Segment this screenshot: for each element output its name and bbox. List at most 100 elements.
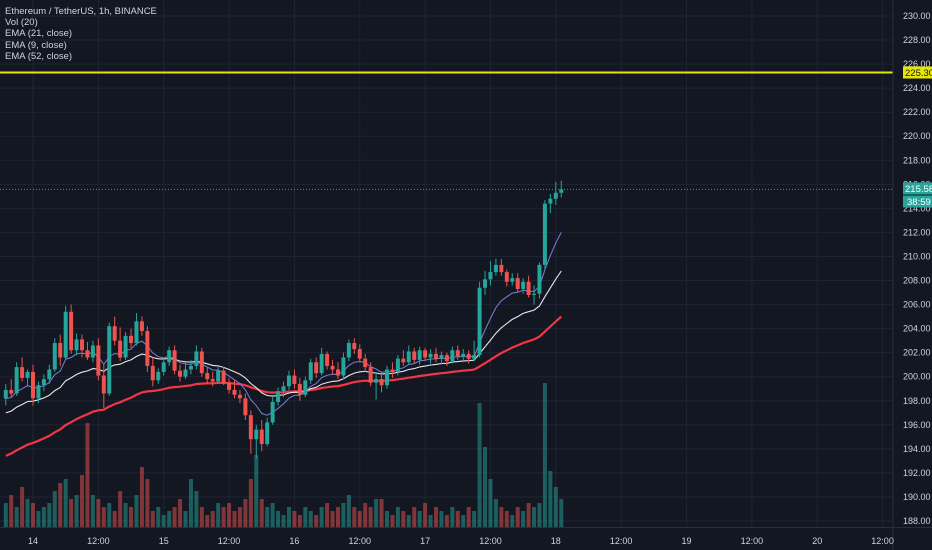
candle-body[interactable] xyxy=(346,343,351,358)
candle-body[interactable] xyxy=(406,351,411,363)
candle-body[interactable] xyxy=(112,326,117,341)
symbol-title[interactable]: Ethereum / TetherUS, 1h, BINANCE xyxy=(5,6,157,17)
candle-body[interactable] xyxy=(227,382,232,390)
candle-body[interactable] xyxy=(428,353,433,358)
candle-body[interactable] xyxy=(167,350,172,363)
candle-body[interactable] xyxy=(47,369,52,380)
candle-body[interactable] xyxy=(36,385,41,399)
candle-body[interactable] xyxy=(553,192,558,199)
candle-body[interactable] xyxy=(205,373,210,380)
candle-body[interactable] xyxy=(254,429,259,440)
candle-body[interactable] xyxy=(521,281,526,289)
candle-body[interactable] xyxy=(303,380,308,395)
candle-body[interactable] xyxy=(357,349,362,359)
candle-body[interactable] xyxy=(477,287,482,356)
candle-body[interactable] xyxy=(63,311,68,358)
candle-body[interactable] xyxy=(532,293,537,295)
candle-body[interactable] xyxy=(183,369,188,377)
candle-body[interactable] xyxy=(472,355,477,359)
candle-body[interactable] xyxy=(20,367,25,378)
candle-body[interactable] xyxy=(325,353,330,366)
candle-body[interactable] xyxy=(129,335,134,344)
candle-body[interactable] xyxy=(134,321,139,344)
candle-body[interactable] xyxy=(559,189,564,193)
candle-body[interactable] xyxy=(286,375,291,387)
candle-body[interactable] xyxy=(444,355,449,362)
candle-body[interactable] xyxy=(199,351,204,374)
candle-body[interactable] xyxy=(52,343,57,370)
candlesticks[interactable] xyxy=(3,180,564,459)
candle-body[interactable] xyxy=(270,401,275,423)
candle-body[interactable] xyxy=(292,375,297,384)
candle-body[interactable] xyxy=(96,345,101,376)
candle-body[interactable] xyxy=(178,370,183,377)
candle-body[interactable] xyxy=(237,394,242,399)
candle-body[interactable] xyxy=(194,351,199,366)
candle-body[interactable] xyxy=(150,365,155,381)
candle-body[interactable] xyxy=(488,272,493,280)
time-axis[interactable]: 14 12:00 15 12:00 16 12:00 17 12:00 18 12:00 19 12:… xyxy=(0,527,932,547)
candle-body[interactable] xyxy=(319,353,324,374)
candle-body[interactable] xyxy=(341,357,346,376)
candle-body[interactable] xyxy=(41,379,46,386)
candle-body[interactable] xyxy=(90,345,95,358)
candle-body[interactable] xyxy=(3,389,8,399)
candle-body[interactable] xyxy=(259,429,264,445)
candle-body[interactable] xyxy=(352,343,357,350)
candle-body[interactable] xyxy=(504,272,509,282)
candle-body[interactable] xyxy=(297,383,302,395)
candle-body[interactable] xyxy=(74,339,79,351)
candle-body[interactable] xyxy=(450,350,455,362)
price-axis[interactable]: 188.00 190.00 192.00 194.00 196.00 198.00 200.… xyxy=(892,0,931,550)
candle-body[interactable] xyxy=(80,339,85,351)
candle-body[interactable] xyxy=(156,371,161,381)
candle-body[interactable] xyxy=(216,370,221,382)
candle-body[interactable] xyxy=(9,389,14,394)
candle-body[interactable] xyxy=(384,369,389,386)
candle-body[interactable] xyxy=(161,362,166,372)
candle-body[interactable] xyxy=(335,369,340,376)
candle-body[interactable] xyxy=(188,365,193,370)
candle-body[interactable] xyxy=(276,391,281,402)
candle-body[interactable] xyxy=(243,398,248,416)
candle-body[interactable] xyxy=(374,379,379,383)
candle-body[interactable] xyxy=(548,198,553,204)
candle-body[interactable] xyxy=(455,350,460,357)
candle-body[interactable] xyxy=(85,350,90,358)
candle-body[interactable] xyxy=(281,386,286,392)
candle-body[interactable] xyxy=(210,379,215,382)
candle-body[interactable] xyxy=(265,422,270,445)
candle-body[interactable] xyxy=(118,340,123,358)
indicator-ema-52[interactable]: EMA (52, close) xyxy=(5,50,73,62)
candle-body[interactable] xyxy=(493,264,498,273)
indicator-ema-21[interactable]: EMA (21, close) xyxy=(5,28,73,40)
candle-body[interactable] xyxy=(515,278,520,289)
candle-body[interactable] xyxy=(25,371,30,378)
candle-body[interactable] xyxy=(401,358,406,363)
candle-body[interactable] xyxy=(412,351,417,360)
candle-body[interactable] xyxy=(434,353,439,359)
candle-body[interactable] xyxy=(510,278,515,282)
candle-body[interactable] xyxy=(14,367,19,394)
candle-body[interactable] xyxy=(368,367,373,383)
candle-body[interactable] xyxy=(417,350,422,360)
candle-body[interactable] xyxy=(499,264,504,273)
candle-body[interactable] xyxy=(172,350,177,371)
candle-body[interactable] xyxy=(423,350,428,358)
candle-body[interactable] xyxy=(363,358,368,368)
candle-body[interactable] xyxy=(330,365,335,370)
candle-body[interactable] xyxy=(526,281,531,295)
candle-body[interactable] xyxy=(466,353,471,359)
candle-body[interactable] xyxy=(101,375,106,394)
candle-body[interactable] xyxy=(461,353,466,357)
candle-body[interactable] xyxy=(123,335,128,358)
candle-body[interactable] xyxy=(390,369,395,372)
indicator-volume[interactable]: Vol (20) xyxy=(5,17,38,29)
candle-body[interactable] xyxy=(308,362,313,381)
candle-body[interactable] xyxy=(107,326,112,394)
candle-body[interactable] xyxy=(145,331,150,366)
candle-body[interactable] xyxy=(314,362,319,374)
candle-body[interactable] xyxy=(395,358,400,372)
candle-body[interactable] xyxy=(542,203,547,265)
indicator-ema-9[interactable]: EMA (9, close) xyxy=(5,39,67,51)
